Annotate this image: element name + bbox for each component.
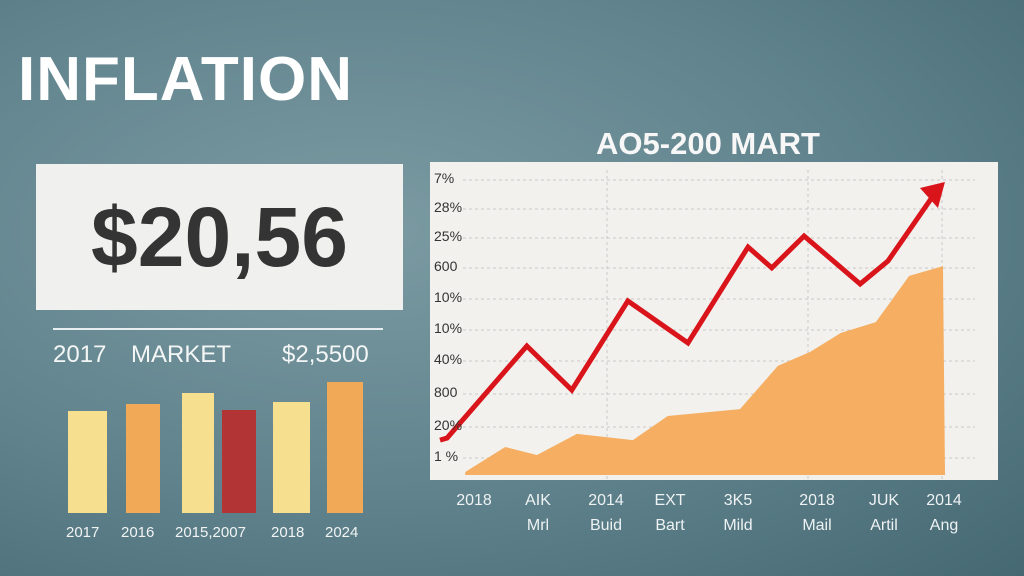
summary-label: MARKET xyxy=(131,341,232,368)
y-tick-label: 7% xyxy=(434,170,455,186)
x-tick-label: 2018 Mail xyxy=(799,492,835,534)
bar xyxy=(126,404,160,513)
y-tick-label: 800 xyxy=(434,384,458,400)
x-tick-label: JUK Artil xyxy=(868,492,900,534)
x-tick-label: AIK Mrl xyxy=(525,492,551,534)
x-tick-label: 2014 Ang xyxy=(926,492,962,534)
arrow-head xyxy=(919,181,945,208)
y-tick-label: 600 xyxy=(434,258,458,274)
divider xyxy=(53,328,383,330)
bar xyxy=(222,410,256,513)
bar-label: 2024 xyxy=(325,524,359,541)
x-tick-label: 2018 xyxy=(456,492,492,509)
bar-label: 2016 xyxy=(121,524,155,541)
page-title: INFLATION xyxy=(18,45,354,114)
x-tick-label: 2014 Buid xyxy=(588,492,624,534)
bar-label: 2017 xyxy=(66,524,100,541)
y-tick-label: 25% xyxy=(434,228,463,244)
y-tick-label: 10% xyxy=(434,320,463,336)
bar xyxy=(68,411,107,513)
bar-label: 2018 xyxy=(271,524,305,541)
highlight-value: $20,56 xyxy=(91,189,348,284)
bar-label: 2015,2007 xyxy=(175,524,246,541)
area-series xyxy=(465,266,945,475)
summary-year: 2017 xyxy=(53,341,107,368)
y-tick-label: 40% xyxy=(434,351,463,367)
highlight-card: $20,56 xyxy=(36,164,403,310)
bar xyxy=(327,382,363,513)
x-tick-label: EXT Bart xyxy=(654,492,686,534)
y-tick-label: 20% xyxy=(434,417,463,433)
x-tick-label: 3K5 Mild xyxy=(723,492,753,534)
y-tick-label: 10% xyxy=(434,289,463,305)
y-tick-label: 1 % xyxy=(434,448,459,464)
line-series xyxy=(439,184,943,443)
chart-title: AO5-200 MART xyxy=(596,126,820,161)
bar xyxy=(273,402,310,513)
y-tick-label: 28% xyxy=(434,199,463,215)
summary-amount: $2,5500 xyxy=(282,341,369,368)
bar xyxy=(182,393,214,513)
